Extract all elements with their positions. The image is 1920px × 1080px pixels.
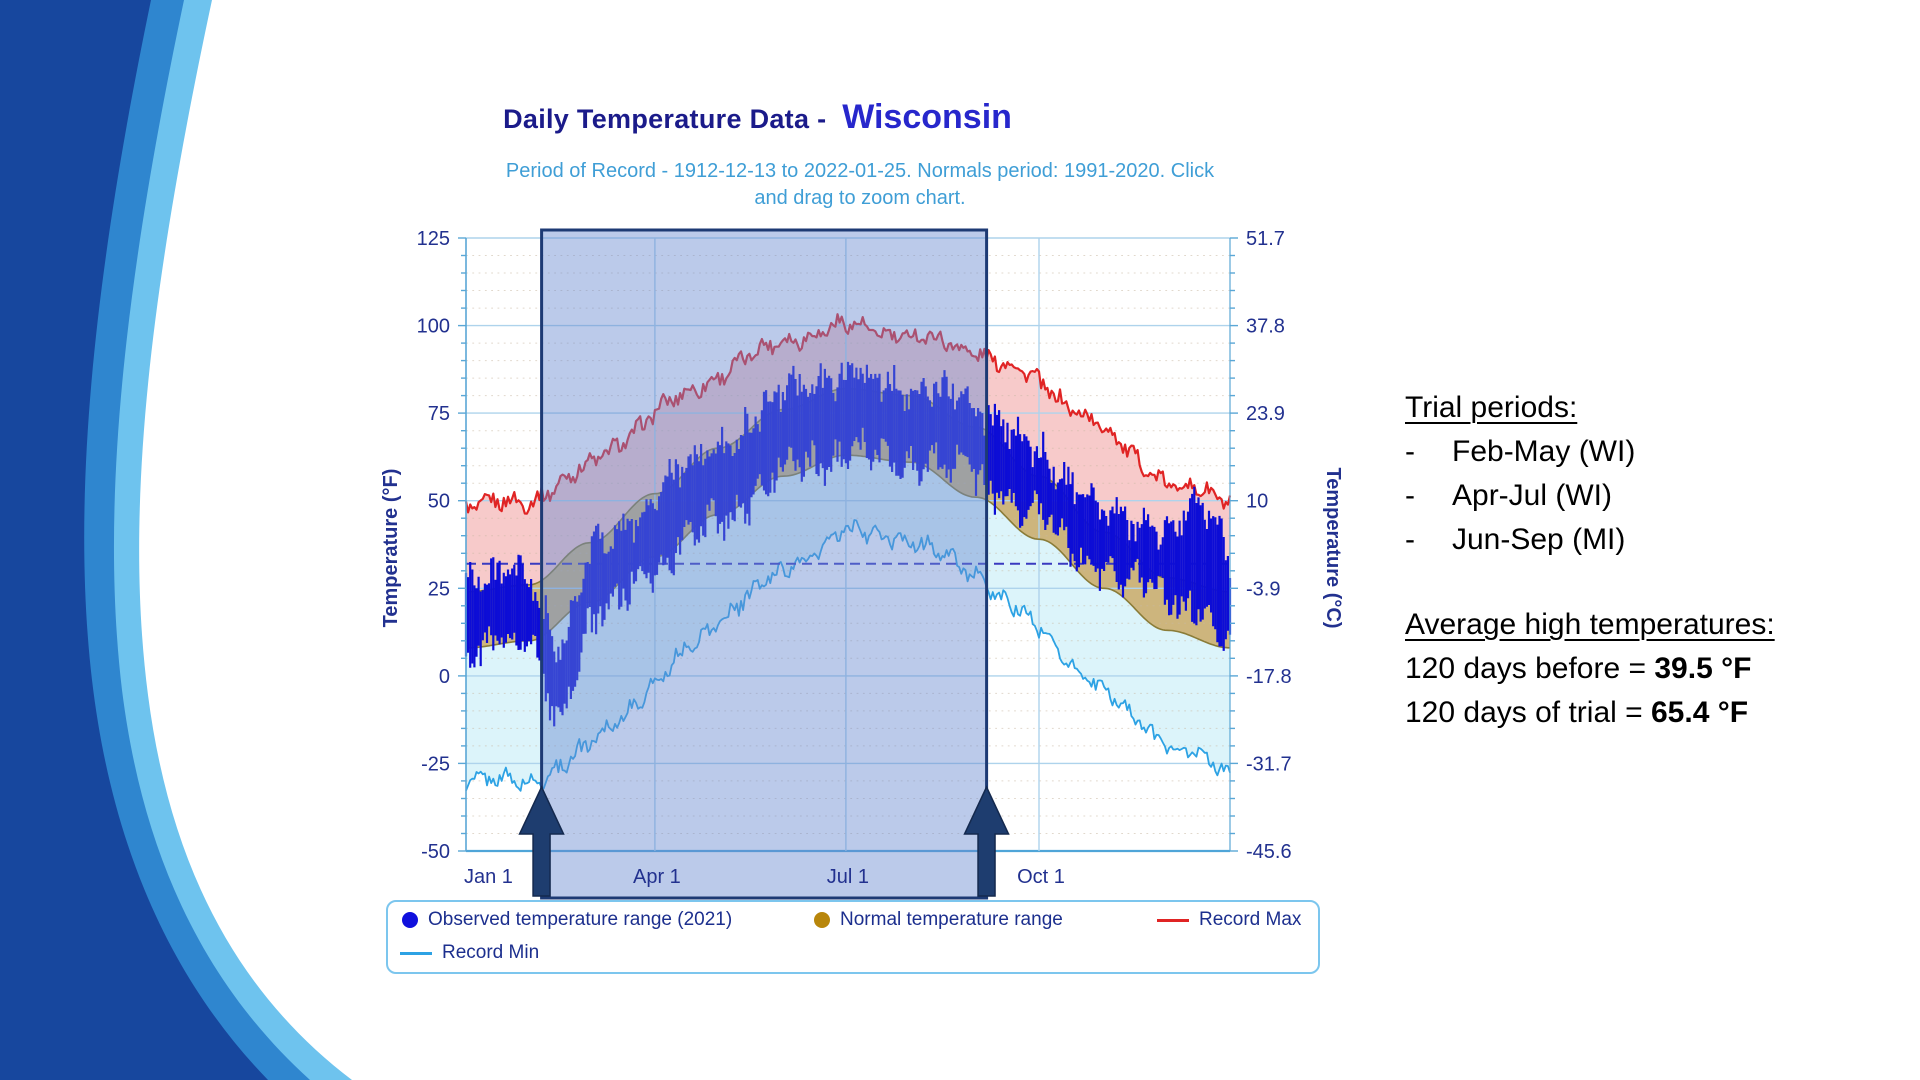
legend-circle-marker: [402, 912, 418, 928]
legend-item-label: Record Max: [1199, 909, 1302, 930]
y-left-tick-label: -25: [421, 753, 450, 775]
temperature-chart-plot[interactable]: 125 100 75 50 25 0 -25 -50 51.7 37.8 23.9 10 -3.9 -17…: [380, 190, 1370, 920]
y-right-tick-label: 10: [1246, 491, 1268, 513]
trial-period-item: - Apr-Jul (WI): [1405, 474, 1775, 518]
x-tick-label: Jan 1: [464, 866, 513, 888]
swoosh-dark-band: [0, 0, 268, 1080]
legend-item-observed-temperature-range-2021-: Observed temperature range (2021): [402, 907, 732, 933]
trial-period-item: - Jun-Sep (MI): [1405, 518, 1775, 562]
y-left-tick-label: 75: [428, 403, 450, 425]
y-left-tick-label: 125: [417, 228, 450, 250]
legend-line-marker: [1157, 918, 1189, 922]
bullet-dash: -: [1405, 435, 1415, 468]
y-left-tick-label: -50: [421, 841, 450, 863]
chart-title-location: Wisconsin: [842, 98, 1012, 136]
legend-circle-marker: [814, 912, 830, 928]
y-right-tick-label: 51.7: [1246, 228, 1285, 250]
chart-subtitle-line2: and drag to zoom chart.: [754, 187, 966, 209]
average-high-header: Average high temperatures:: [1405, 608, 1775, 641]
x-tick-label: Jul 1: [827, 866, 869, 888]
left-swoosh-decoration: [0, 0, 352, 1080]
y-left-tick-label: 25: [428, 578, 450, 600]
bullet-dash: -: [1405, 523, 1415, 556]
chart-subtitle-line1: Period of Record - 1912-12-13 to 2022-01…: [505, 160, 1215, 182]
x-tick-label: Oct 1: [1017, 866, 1065, 888]
bullet-dash: -: [1405, 479, 1415, 512]
average-high-trial: 120 days of trial = 65.4 °F: [1405, 696, 1749, 729]
y-left-tick-label: 50: [428, 491, 450, 513]
chart-title: Daily Temperature Data - Wisconsin: [380, 98, 1135, 137]
y-right-axis-title: Temperature (°C): [1322, 468, 1344, 629]
notes-panel: Trial periods: - Feb-May (WI) - Apr-Jul …: [1405, 386, 1775, 735]
legend-line-marker: [400, 951, 432, 955]
y-right-tick-label: 23.9: [1246, 403, 1285, 425]
y-right-tick-label: -45.6: [1246, 841, 1292, 863]
y-right-tick-label: -17.8: [1246, 666, 1292, 688]
chart-legend: Observed temperature range (2021) Normal …: [386, 900, 1320, 974]
zoom-selection-window[interactable]: [540, 228, 989, 900]
record-min-line: [465, 519, 1231, 792]
record-max-line: [464, 313, 1232, 515]
y-right-tick-label: -3.9: [1246, 578, 1280, 600]
trial-periods-header: Trial periods:: [1405, 391, 1578, 424]
legend-item-record-max: Record Max: [1157, 907, 1301, 933]
y-right-tick-label: -31.7: [1246, 753, 1292, 775]
trial-period-item: - Feb-May (WI): [1405, 430, 1775, 474]
legend-item-label: Record Min: [442, 942, 540, 963]
legend-item-label: Observed temperature range (2021): [428, 909, 733, 930]
legend-item-record-min: Record Min: [400, 940, 539, 966]
x-tick-label: Apr 1: [633, 866, 681, 888]
y-left-axis-title: Temperature (°F): [380, 469, 402, 628]
chart-subtitle: Period of Record - 1912-12-13 to 2022-01…: [385, 158, 1335, 212]
selection-edge-arrow-icon: [518, 785, 565, 897]
y-right-tick-label: 37.8: [1246, 316, 1285, 338]
y-left-tick-label: 100: [417, 316, 450, 338]
legend-item-normal-temperature-range: Normal temperature range: [814, 907, 1063, 933]
average-high-before: 120 days before = 39.5 °F: [1405, 652, 1752, 685]
y-left-tick-label: 0: [439, 666, 450, 688]
chart-title-prefix: Daily Temperature Data -: [503, 104, 835, 134]
legend-item-label: Normal temperature range: [840, 909, 1063, 930]
selection-edge-arrow-icon: [963, 785, 1010, 897]
